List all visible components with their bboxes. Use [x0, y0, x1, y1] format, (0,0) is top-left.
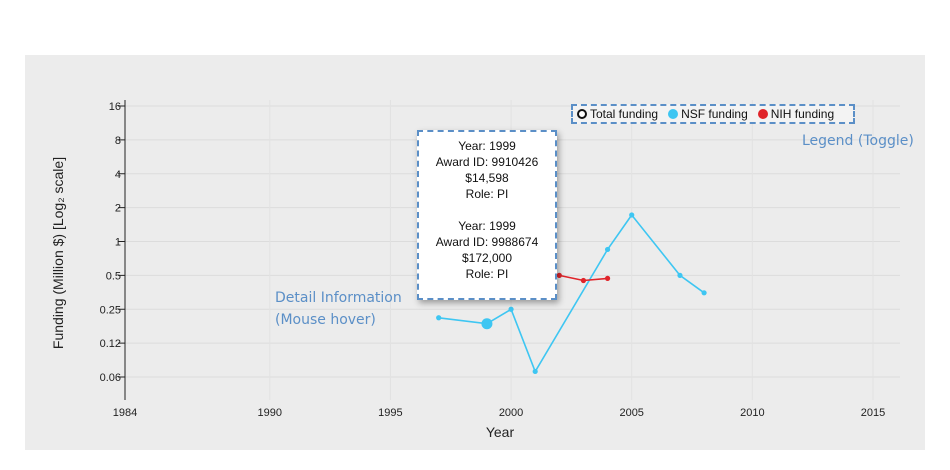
tooltip-entry-2-year: Year: 1999: [458, 219, 516, 233]
data-point[interactable]: [436, 315, 442, 321]
data-point[interactable]: [677, 272, 683, 278]
y-tick-label: 4: [115, 169, 121, 181]
legend-label-total: Total funding: [590, 107, 659, 121]
nih-funding-marker-icon: [757, 109, 768, 119]
x-tick-label: 2000: [499, 407, 523, 419]
annotation-detail-line2: (Mouse hover): [275, 312, 376, 328]
x-axis-title: Year: [486, 424, 515, 440]
total-funding-marker-icon: [577, 109, 587, 119]
chart-legend[interactable]: Total funding NSF funding NIH funding: [571, 104, 855, 124]
x-tick-label: 1984: [113, 407, 137, 419]
hovered-data-point[interactable]: [481, 318, 493, 330]
data-point[interactable]: [604, 275, 611, 281]
x-tick-label: 1990: [258, 407, 282, 419]
tooltip-entry-1-year: Year: 1999: [458, 139, 516, 153]
x-tick-label: 1995: [378, 407, 402, 419]
data-point[interactable]: [532, 368, 538, 375]
legend-label-nsf: NSF funding: [681, 107, 748, 121]
series: [436, 212, 707, 375]
tooltip-entry-2-award: Award ID: 9988674: [435, 235, 539, 249]
y-tick-label: 0.06: [100, 372, 121, 384]
data-point[interactable]: [556, 272, 562, 278]
data-point[interactable]: [629, 212, 635, 218]
nsf-funding-marker-icon: [668, 109, 679, 119]
tooltip-entry-1-award: Award ID: 9910426: [435, 155, 539, 169]
x-tick-label: 2010: [740, 407, 764, 419]
legend-item-nsf[interactable]: NSF funding: [668, 107, 748, 121]
y-tick-label: 8: [115, 135, 121, 147]
data-point[interactable]: [701, 290, 707, 296]
annotation-detail-line1: Detail Information: [275, 290, 402, 306]
y-tick-labels: 16 8 4 2 1 0.5 0.25 0.12 0.06: [100, 101, 121, 384]
legend-item-total[interactable]: Total funding: [577, 107, 658, 121]
y-tick-label: 16: [109, 101, 121, 113]
legend-label-nih: NIH funding: [770, 107, 835, 121]
detail-tooltip: Year: 1999 Award ID: 9910426 $14,598 Rol…: [417, 130, 557, 300]
y-tick-label: 0.5: [106, 270, 121, 282]
axes: [118, 100, 126, 400]
x-tick-label: 2005: [619, 407, 643, 419]
x-tick-label: 2015: [861, 407, 885, 419]
tooltip-entry-1-amount: $14,598: [465, 171, 509, 185]
tooltip-entry-2-amount: $172,000: [461, 251, 513, 265]
data-point[interactable]: [508, 306, 514, 312]
x-tick-labels: 1984 1990 1995 2000 2005 2010 2015: [113, 407, 885, 419]
tooltip-entry-2-role: Role: PI: [465, 267, 509, 281]
y-tick-label: 0.25: [100, 304, 121, 316]
y-tick-label: 2: [115, 203, 121, 215]
data-point[interactable]: [604, 246, 611, 253]
y-tick-label: 0.12: [100, 338, 121, 350]
data-point[interactable]: [580, 277, 587, 284]
y-tick-label: 1: [115, 237, 121, 249]
tooltip-entry-1-role: Role: PI: [465, 187, 509, 201]
annotation-legend-toggle: Legend (Toggle): [802, 133, 914, 149]
y-axis-title: Funding (Million $) [Log₂ scale]: [50, 157, 66, 349]
legend-item-nih[interactable]: NIH funding: [757, 107, 835, 121]
